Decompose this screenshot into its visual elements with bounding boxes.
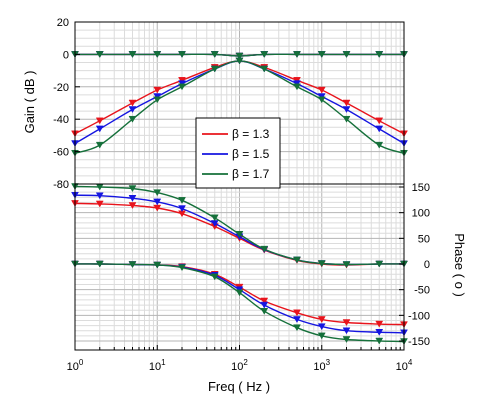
x-tick-label: 101 <box>149 358 166 373</box>
series-point <box>128 185 137 193</box>
series-point <box>260 51 269 58</box>
series-point <box>317 96 326 104</box>
series-point <box>153 96 162 104</box>
series-point <box>235 289 244 297</box>
phase-tick-label: -150 <box>408 336 430 348</box>
series-point <box>95 192 104 200</box>
series-point <box>317 332 326 340</box>
series-point <box>178 83 186 91</box>
gain-tick-label: -40 <box>53 114 69 126</box>
x-tick-label: 104 <box>396 358 413 373</box>
series-point <box>375 141 384 149</box>
series-point <box>210 65 219 73</box>
series-point <box>95 51 104 58</box>
series-point <box>128 106 137 113</box>
series-point <box>235 57 244 65</box>
series-point <box>293 324 301 332</box>
series-point <box>342 106 351 113</box>
series-point <box>342 261 351 269</box>
series-point <box>317 86 326 94</box>
phase-axis-title: Phase ( o ) <box>452 233 467 297</box>
series-point <box>210 51 219 58</box>
series-point <box>178 51 186 58</box>
legend-box <box>195 117 281 189</box>
series-point <box>153 189 162 197</box>
gain-tick-label: -60 <box>53 147 69 159</box>
series-point <box>95 117 104 125</box>
series-point <box>260 245 269 253</box>
series-point <box>375 51 384 58</box>
series-point <box>95 260 104 268</box>
phase-tick-label: 50 <box>418 233 430 245</box>
series-point <box>95 125 104 133</box>
gain-tick-label: -20 <box>53 82 69 94</box>
gain-tick-label: 0 <box>63 49 69 61</box>
series-point <box>342 319 351 327</box>
legend: β = 1.3 β = 1.5 β = 1.7 <box>195 117 281 189</box>
series-layer <box>71 51 408 346</box>
series-point <box>128 202 137 209</box>
series-point <box>128 195 137 202</box>
series-point <box>342 327 351 335</box>
series-point <box>293 51 301 58</box>
series-point <box>128 115 137 123</box>
series-point <box>210 214 219 222</box>
gain-tick-label: 20 <box>57 17 69 29</box>
series-point <box>178 197 186 204</box>
series-point <box>317 323 326 331</box>
series-point <box>260 65 269 73</box>
series-point <box>342 115 351 123</box>
series-point <box>153 51 162 58</box>
series-point <box>260 301 269 309</box>
series-point <box>128 261 137 269</box>
series-point <box>342 51 351 58</box>
series-point <box>293 83 301 91</box>
series-point <box>342 336 351 343</box>
series-point <box>375 260 384 268</box>
series-point <box>235 230 244 238</box>
series-point <box>260 297 269 305</box>
x-tick-label: 102 <box>231 358 248 373</box>
series-point <box>375 117 384 125</box>
phase-tick-label: -100 <box>408 310 430 322</box>
phase-tick-label: -50 <box>414 285 430 297</box>
axis-ticks: 20 0 -20 -40 -60 -80 150 100 50 0 -50 -100 -150 100 10… <box>53 17 430 373</box>
series-point <box>293 256 301 264</box>
series-point <box>293 309 301 317</box>
series-point <box>375 320 384 328</box>
series-point <box>178 264 186 272</box>
series-point <box>317 51 326 58</box>
gain-tick-label: -80 <box>53 179 69 191</box>
gain-axis-title: Gain ( dB ) <box>22 71 37 134</box>
series-point <box>342 99 351 107</box>
phase-tick-label: 100 <box>412 208 430 220</box>
series-point <box>375 125 384 133</box>
series-point <box>128 99 137 107</box>
series-point <box>260 307 269 315</box>
legend-label: β = 1.5 <box>232 147 270 161</box>
legend-label: β = 1.3 <box>232 127 270 141</box>
series-point <box>128 51 137 58</box>
phase-tick-label: 0 <box>424 259 430 271</box>
series-point <box>317 260 326 267</box>
x-tick-label: 103 <box>313 358 330 373</box>
series-point <box>178 205 186 213</box>
x-tick-label: 100 <box>67 358 84 373</box>
phase-tick-label: 150 <box>412 182 430 194</box>
series-point <box>95 200 104 208</box>
series-point <box>375 337 384 345</box>
series-point <box>317 316 326 323</box>
series-point <box>95 141 104 149</box>
series-point <box>153 261 162 269</box>
series-point <box>235 52 244 60</box>
series-point <box>153 198 162 206</box>
series-point <box>375 329 384 336</box>
series-point <box>210 273 219 281</box>
legend-label: β = 1.7 <box>232 167 270 181</box>
x-axis-title: Freq ( Hz ) <box>208 379 270 394</box>
series-point <box>293 316 301 323</box>
series-point <box>153 86 162 94</box>
